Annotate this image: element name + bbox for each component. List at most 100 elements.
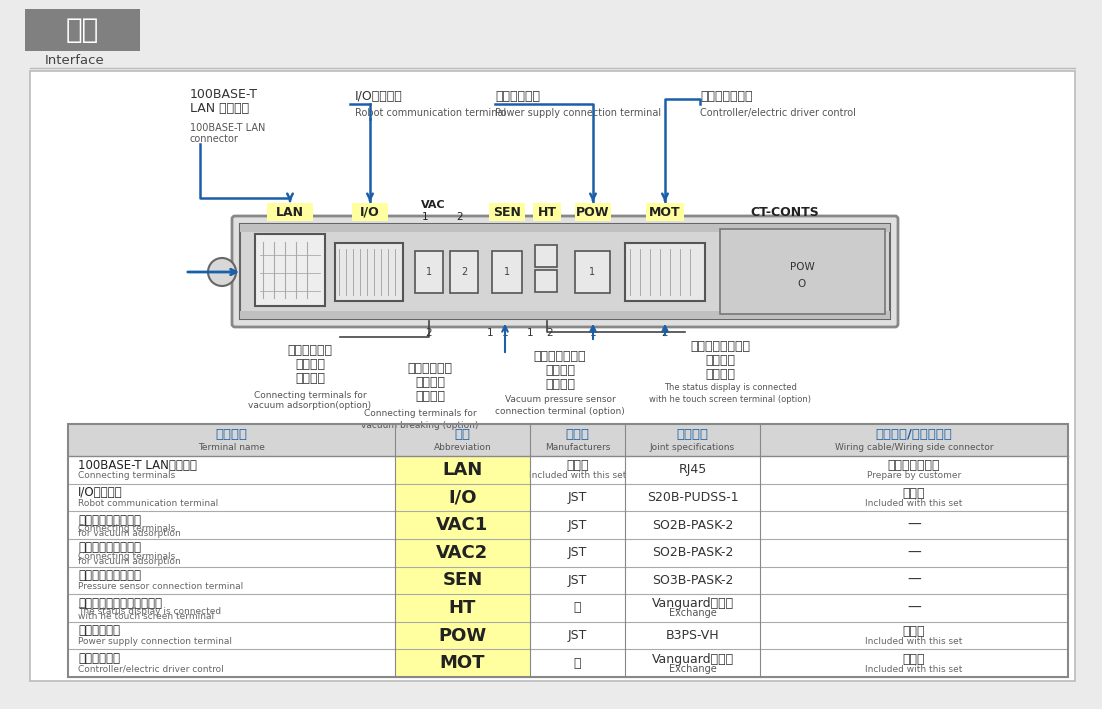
Text: Included with this set: Included with this set [865, 665, 963, 674]
Text: VAC: VAC [421, 200, 445, 210]
Bar [646, 203, 684, 221]
Text: JST: JST [568, 574, 587, 587]
Bar [240, 311, 890, 319]
Text: POW: POW [439, 627, 487, 644]
Bar [395, 539, 530, 566]
Text: 标准品: 标准品 [903, 487, 926, 500]
Text: LAN: LAN [442, 461, 483, 479]
Text: Connecting terminals: Connecting terminals [78, 471, 175, 481]
Bar [533, 203, 561, 221]
Bar [68, 566, 1068, 594]
Bar [68, 424, 1068, 456]
Text: 请客户自己准备: 请客户自己准备 [888, 459, 940, 472]
Bar [491, 251, 522, 293]
Text: JST: JST [568, 629, 587, 642]
Text: S20B-PUDSS-1: S20B-PUDSS-1 [647, 491, 738, 504]
Text: Robot communication terminal: Robot communication terminal [355, 108, 506, 118]
Text: Included with this set: Included with this set [865, 637, 963, 646]
Text: 拧紧机连接端子: 拧紧机连接端子 [700, 91, 753, 104]
Text: Exchange: Exchange [669, 608, 716, 618]
Bar [395, 649, 530, 677]
Text: 100BASE-T LAN: 100BASE-T LAN [190, 123, 266, 133]
Bar [25, 9, 140, 51]
Text: （选项）: （选项） [705, 367, 735, 381]
Text: O: O [798, 279, 807, 289]
Text: 真空吸附用连接端子: 真空吸附用连接端子 [78, 514, 141, 527]
Bar [534, 270, 557, 292]
Text: （选项）: （选项） [545, 377, 575, 391]
Text: Robot communication terminal: Robot communication terminal [78, 499, 218, 508]
Text: Vanguard换用品: Vanguard换用品 [651, 652, 734, 666]
Text: for vacuum adsorption: for vacuum adsorption [78, 557, 181, 566]
Text: 端子名称: 端子名称 [216, 428, 248, 441]
Text: Included with this set: Included with this set [865, 499, 963, 508]
Text: 1: 1 [426, 267, 432, 277]
Text: I/O: I/O [449, 489, 477, 506]
Bar [68, 649, 1068, 677]
Text: Included with this set: Included with this set [529, 471, 626, 481]
Text: 状态显示用触摸屏连接端子: 状态显示用触摸屏连接端子 [78, 597, 162, 610]
Bar [575, 203, 611, 221]
Text: 100BASE-T LAN连接端子: 100BASE-T LAN连接端子 [78, 459, 197, 471]
Text: Wiring cable/Wiring side connector: Wiring cable/Wiring side connector [834, 444, 993, 452]
Text: －: － [574, 657, 581, 670]
FancyBboxPatch shape [233, 216, 898, 327]
Bar [255, 234, 325, 306]
Bar [395, 456, 530, 484]
Bar [68, 539, 1068, 566]
Text: RJ45: RJ45 [679, 463, 706, 476]
Text: I/O接线端子: I/O接线端子 [78, 486, 122, 499]
Text: 电源连接端子: 电源连接端子 [78, 625, 120, 637]
Text: 连接端子: 连接端子 [415, 376, 445, 389]
Bar [395, 484, 530, 511]
Text: JST: JST [568, 491, 587, 504]
Bar [68, 594, 1068, 622]
Text: 真空吸附指令: 真空吸附指令 [288, 345, 333, 357]
Bar [240, 224, 890, 232]
Bar [395, 622, 530, 649]
Text: 连接端子: 连接端子 [705, 354, 735, 367]
Text: vacuum adsorption(option): vacuum adsorption(option) [248, 401, 371, 411]
Circle shape [208, 258, 236, 286]
Text: —: — [907, 518, 921, 532]
Text: Interface: Interface [45, 55, 105, 67]
Text: —: — [907, 546, 921, 559]
Text: LAN 连接端子: LAN 连接端子 [190, 103, 249, 116]
Text: 连接端子: 连接端子 [545, 364, 575, 376]
Text: 连接端子: 连接端子 [295, 359, 325, 372]
Bar [720, 229, 885, 314]
Text: 真空破坏用连接端子: 真空破坏用连接端子 [78, 542, 141, 554]
Text: 1: 1 [504, 267, 510, 277]
Text: VAC2: VAC2 [436, 544, 488, 562]
Text: JST: JST [568, 546, 587, 559]
Text: The status display is connected: The status display is connected [663, 384, 797, 393]
Text: connector: connector [190, 134, 239, 144]
Text: 1: 1 [527, 328, 533, 338]
Text: VAC1: VAC1 [436, 516, 488, 534]
Text: Exchange: Exchange [669, 664, 716, 674]
Bar [68, 484, 1068, 511]
Bar [450, 251, 478, 293]
Bar [68, 456, 1068, 484]
Text: 压力传感器连接端子: 压力传感器连接端子 [78, 569, 141, 582]
Text: （选项）: （选项） [295, 372, 325, 386]
Text: 2: 2 [461, 267, 467, 277]
Text: LAN: LAN [276, 206, 304, 218]
Text: SO3B-PASK-2: SO3B-PASK-2 [651, 574, 733, 587]
Bar [68, 622, 1068, 649]
Text: MOT: MOT [649, 206, 681, 218]
Text: Controller/electric driver control: Controller/electric driver control [78, 665, 224, 674]
Text: Vacuum pressure sensor: Vacuum pressure sensor [505, 396, 615, 405]
Bar [68, 511, 1068, 539]
Text: Connecting terminals: Connecting terminals [78, 524, 175, 533]
Text: －: － [574, 601, 581, 615]
Text: 电源连接端子: 电源连接端子 [495, 91, 540, 104]
Text: 2: 2 [456, 212, 463, 222]
Bar [625, 243, 705, 301]
Text: 标准品: 标准品 [903, 652, 926, 666]
Bar [240, 224, 890, 319]
Bar [335, 243, 403, 301]
Bar [30, 71, 1074, 681]
Text: B3PS-VH: B3PS-VH [666, 629, 720, 642]
Text: 1: 1 [501, 328, 508, 338]
